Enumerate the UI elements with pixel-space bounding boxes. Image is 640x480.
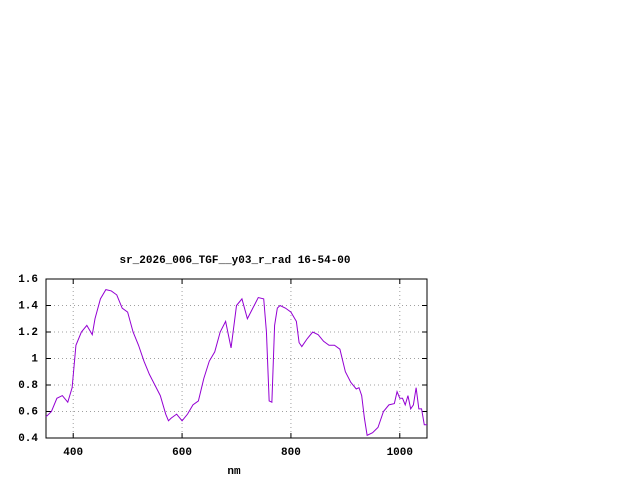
x-tick-label: 400 <box>63 447 83 459</box>
data-line <box>45 289 427 437</box>
y-tick-label: 0.6 <box>18 406 38 418</box>
x-tick-label: 1000 <box>387 447 413 459</box>
plot-frame <box>45 278 428 439</box>
y-tick-label: 1.2 <box>18 327 38 339</box>
y-tick-label: 1.6 <box>18 274 38 286</box>
y-tick-label: 0.8 <box>18 380 38 392</box>
y-tick-label: 1.4 <box>18 300 38 312</box>
y-tick-label: 1 <box>31 353 38 365</box>
x-axis-label: nm <box>227 466 241 478</box>
x-tick-label: 600 <box>172 447 192 459</box>
y-tick-label: 0.4 <box>18 433 38 445</box>
chart-title: sr_2026_006_TGF__y03_r_rad 16-54-00 <box>119 255 350 267</box>
x-tick-label: 800 <box>281 447 301 459</box>
